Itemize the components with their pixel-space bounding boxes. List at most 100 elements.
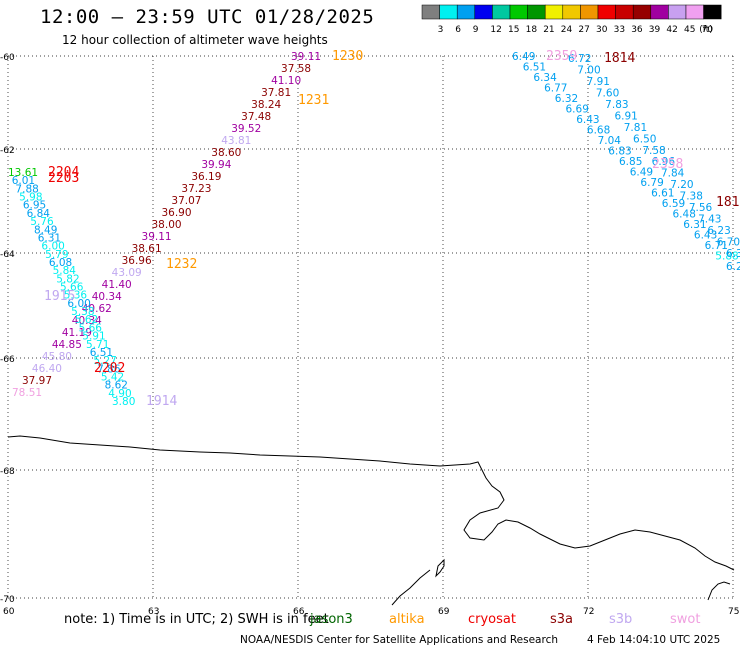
- swh-value: 7.00: [577, 64, 600, 76]
- color-scale-unit: (ft): [699, 25, 713, 35]
- swh-value-altika: 37.97: [22, 375, 52, 387]
- swh-value: 5.42: [101, 371, 124, 383]
- pass-time-label: 1914: [146, 394, 177, 409]
- latitude-label: -64: [0, 250, 15, 260]
- legend-jason3: jason3: [310, 612, 353, 627]
- swh-value: 7.84: [661, 168, 685, 180]
- swh-value: 6.61: [651, 188, 674, 200]
- swh-value: 8.49: [34, 224, 57, 236]
- swh-value: 6.23: [707, 225, 730, 237]
- swh-value: 6.68: [587, 125, 610, 137]
- pass-time-label: 2204: [48, 165, 79, 180]
- latitude-label: -66: [0, 355, 15, 365]
- swh-value: 7.58: [642, 145, 665, 157]
- swh-value: 6.3: [726, 248, 740, 260]
- swh-value: 6.34: [533, 72, 557, 84]
- swh-value: 5.27: [93, 355, 116, 367]
- swh-value: 6.59: [662, 198, 685, 210]
- pass-time-label: 2358: [652, 157, 683, 172]
- swh-value-altika: 40.62: [82, 303, 112, 315]
- color-scale-label: 45: [684, 25, 695, 35]
- swh-value: 6.95: [23, 200, 46, 212]
- swh-value: 6.50: [633, 133, 656, 145]
- swh-value-altika: 43.09: [112, 267, 142, 279]
- swh-value: 5.84: [53, 265, 77, 277]
- color-scale-label: 39: [649, 25, 661, 35]
- swh-value-altika: 41.10: [271, 75, 301, 87]
- swh-value: 7.04: [598, 135, 622, 147]
- swh-value: 5.36: [64, 290, 88, 302]
- swh-value-altika: 40.34: [92, 291, 122, 303]
- pass-time-label: 1231: [298, 93, 329, 108]
- swh-value-altika: 38.60: [211, 147, 241, 159]
- longitude-label: 60: [3, 607, 15, 617]
- color-swatch: [544, 4, 564, 20]
- swh-value: 7.56: [689, 202, 713, 214]
- swh-value: 6.77: [544, 83, 567, 95]
- swh-value: 7.81: [624, 122, 647, 134]
- axis-labels: -60 -62 -64 -66 -68 -70 60 63 66 69 72 75: [0, 53, 739, 617]
- swh-value: 7.91: [587, 76, 610, 88]
- swh-value: 6.49: [630, 167, 653, 179]
- longitude-label: 69: [438, 607, 450, 617]
- swh-value: 6.48: [673, 209, 696, 221]
- color-swatch: [456, 4, 476, 20]
- color-scale-label: 6: [455, 25, 461, 35]
- legend-s3b: s3b: [609, 612, 633, 627]
- swh-value: 6.43: [694, 230, 717, 242]
- swh-value-altika: 38.61: [132, 243, 162, 255]
- pass-time-label: 1230: [332, 49, 363, 64]
- swh-value: 6.32: [555, 93, 578, 105]
- swh-value: 5.62: [75, 314, 98, 326]
- antarctic-coastline: [7, 435, 735, 606]
- color-scale-label: 21: [543, 25, 554, 35]
- color-swatch: [474, 4, 493, 20]
- swh-value-altika: 44.85: [52, 339, 82, 351]
- swh-value: 6.31: [683, 219, 706, 231]
- color-swatch: [492, 4, 511, 20]
- color-swatch: [527, 4, 546, 20]
- swh-value: 6.51: [523, 62, 546, 74]
- swh-value: 8.62: [105, 380, 128, 392]
- page-title: 12:00 – 23:59 UTC 01/28/2025: [40, 6, 375, 28]
- footer-credit: NOAA/NESDIS Center for Satellite Applica…: [240, 634, 558, 646]
- swh-value: 3.80: [112, 396, 135, 408]
- color-scale-label: 30: [596, 25, 608, 35]
- color-swatch: [597, 4, 616, 20]
- swh-value: 6.71: [705, 240, 728, 252]
- swh-value: 6.00: [41, 241, 64, 253]
- swh-value-altika: 36.19: [191, 171, 221, 183]
- pass-time-label: 1915: [44, 289, 75, 304]
- swh-value-altika: 46.40: [32, 363, 62, 375]
- swh-value: 7.60: [596, 87, 619, 99]
- color-scale-label: 36: [631, 25, 643, 35]
- longitude-label: 66: [293, 607, 305, 617]
- color-scale-label: 15: [508, 25, 519, 35]
- legend-altika: altika: [389, 612, 425, 627]
- swh-value: 6.91: [614, 110, 637, 122]
- swh-value: 7.20: [670, 179, 693, 191]
- page-subtitle: 12 hour collection of altimeter wave hei…: [62, 33, 328, 47]
- pass-time-label: 2202: [94, 361, 125, 376]
- swh-value-altika: 37.07: [171, 195, 201, 207]
- swh-value-altika: 39.11: [291, 51, 321, 63]
- swh-value: 5.38: [71, 306, 94, 318]
- longitude-label: 75: [728, 607, 739, 617]
- color-swatch: [439, 4, 458, 20]
- swh-value: 6.2: [726, 261, 740, 273]
- swh-value: 6.31: [38, 232, 61, 244]
- swh-value: 6.96: [652, 156, 676, 168]
- map-grid: [7, 55, 734, 599]
- swh-value: 6.83: [608, 146, 631, 158]
- swh-value-altika: 36.96: [122, 255, 152, 267]
- coastline-south: [391, 569, 431, 606]
- swh-value: 4.90: [108, 388, 131, 400]
- latitude-label: -68: [0, 467, 15, 477]
- color-swatch: [615, 4, 634, 20]
- swh-value: 6.51: [90, 347, 113, 359]
- swh-value: 6.84: [27, 208, 51, 220]
- color-scale-label: 12: [490, 25, 501, 35]
- footer-note: note: 1) Time is in UTC; 2) SWH is in fe…: [64, 612, 329, 627]
